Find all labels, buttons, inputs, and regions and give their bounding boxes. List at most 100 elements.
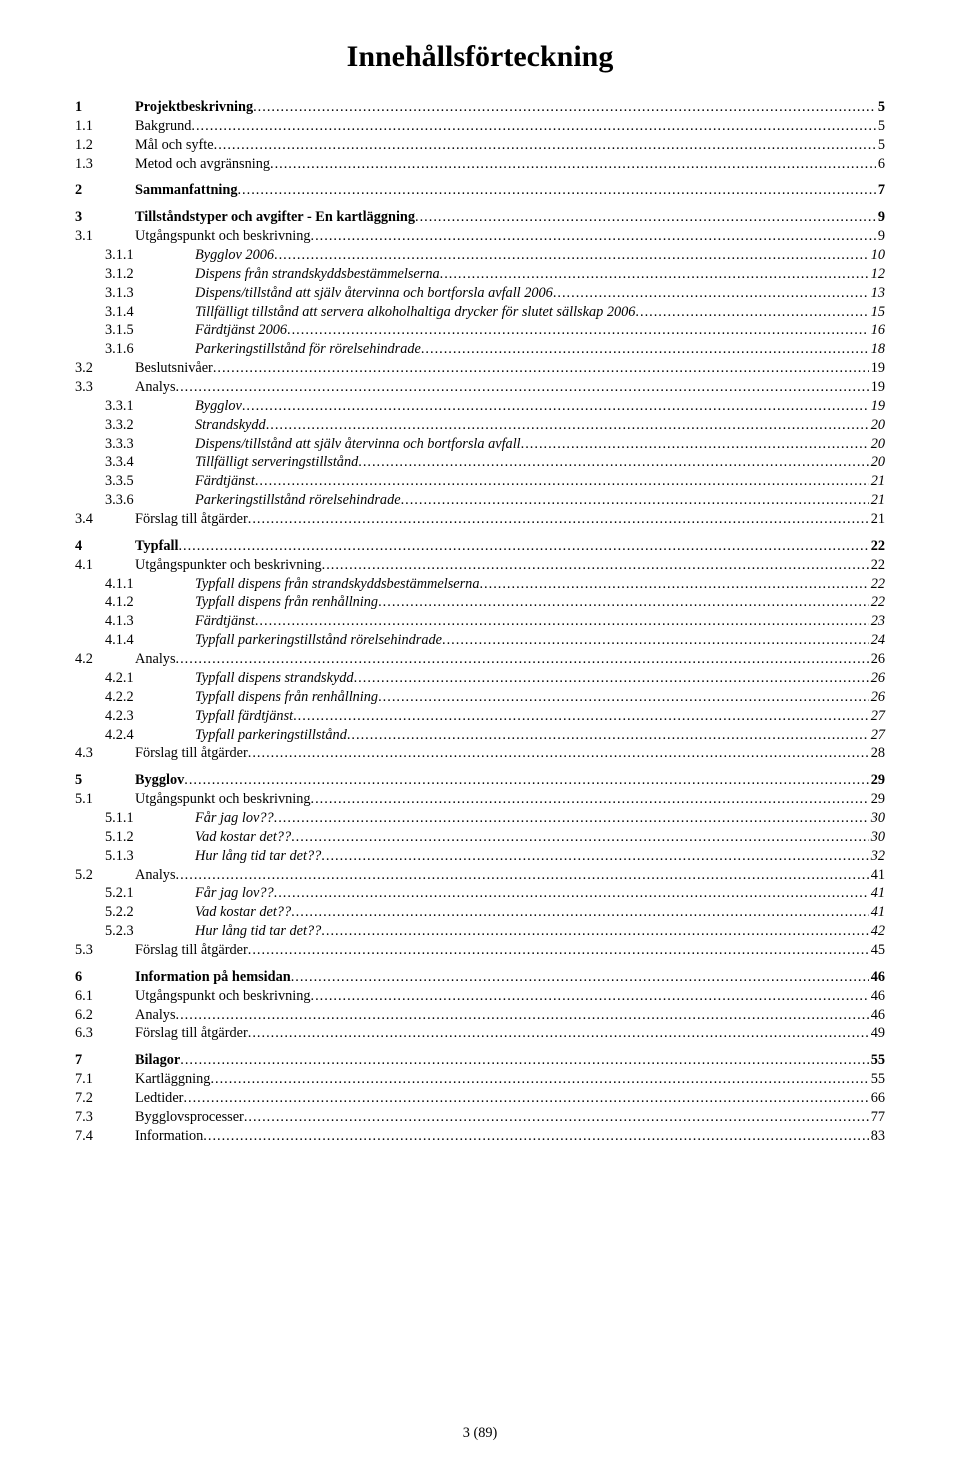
toc-entry-text: Färdtjänst [195, 612, 255, 631]
toc-leader: ........................................… [176, 1006, 869, 1025]
toc-row: 3.3.3Dispens/tillstånd att själv återvin… [75, 435, 885, 454]
toc-entry-number: 5.3 [75, 941, 135, 960]
toc-entry-number: 4.2.1 [105, 669, 195, 688]
toc-entry-text: Dispens/tillstånd att själv återvinna oc… [195, 284, 553, 303]
toc-list: 1Projektbeskrivning.....................… [75, 98, 885, 1146]
toc-entry-page: 21 [869, 491, 885, 510]
toc-entry-number: 3.1.5 [105, 321, 195, 340]
toc-leader: ........................................… [358, 453, 868, 472]
toc-entry-text: Får jag lov?? [195, 809, 274, 828]
toc-entry-text: Projektbeskrivning [135, 98, 253, 117]
toc-entry-number: 3.1.6 [105, 340, 195, 359]
toc-leader: ........................................… [479, 575, 868, 594]
toc-row: 3.3.5Färdtjänst.........................… [75, 472, 885, 491]
toc-leader: ........................................… [274, 809, 869, 828]
toc-row: 5.2.2Vad kostar det??...................… [75, 903, 885, 922]
toc-entry-text: Vad kostar det?? [195, 828, 291, 847]
toc-row: 1.1Bakgrund.............................… [75, 117, 885, 136]
page-footer: 3 (89) [0, 1425, 960, 1442]
toc-entry-number: 1.1 [75, 117, 135, 136]
toc-entry-text: Typfall parkeringstillstånd [195, 726, 347, 745]
toc-entry-page: 5 [876, 117, 885, 136]
toc-leader: ........................................… [293, 707, 869, 726]
toc-entry-number: 6.2 [75, 1006, 135, 1025]
toc-entry-page: 27 [869, 707, 885, 726]
toc-leader: ........................................… [178, 537, 868, 556]
toc-entry-text: Utgångspunkt och beskrivning [135, 987, 311, 1006]
toc-leader: ........................................… [440, 265, 869, 284]
toc-leader: ........................................… [287, 321, 869, 340]
toc-entry-number: 3.3.3 [105, 435, 195, 454]
toc-row: 6.1Utgångspunkt och beskrivning.........… [75, 987, 885, 1006]
toc-entry-text: Information [135, 1127, 203, 1146]
toc-entry-page: 5 [876, 136, 885, 155]
toc-row: 4.3Förslag till åtgärder................… [75, 744, 885, 763]
toc-entry-number: 3.3.6 [105, 491, 195, 510]
toc-entry-number: 4.2.2 [105, 688, 195, 707]
toc-leader: ........................................… [378, 593, 869, 612]
toc-entry-number: 5.1.3 [105, 847, 195, 866]
toc-entry-number: 3.3.4 [105, 453, 195, 472]
toc-leader: ........................................… [214, 136, 876, 155]
toc-entry-number: 5.1.1 [105, 809, 195, 828]
toc-row: 5.3Förslag till åtgärder................… [75, 941, 885, 960]
toc-leader: ........................................… [291, 828, 869, 847]
toc-row: 4.1.2Typfall dispens från renhållning...… [75, 593, 885, 612]
toc-row: 2Sammanfattning.........................… [75, 181, 885, 200]
toc-entry-number: 3.3.5 [105, 472, 195, 491]
toc-row: 7.4Information..........................… [75, 1127, 885, 1146]
toc-entry-text: Förslag till åtgärder [135, 1024, 248, 1043]
toc-entry-page: 26 [869, 688, 885, 707]
toc-row: 6Information på hemsidan................… [75, 968, 885, 987]
toc-row: 3.3.2Strandskydd........................… [75, 416, 885, 435]
toc-entry-text: Analys [135, 650, 176, 669]
toc-leader: ........................................… [378, 688, 869, 707]
toc-entry-number: 4.1.4 [105, 631, 195, 650]
toc-entry-page: 29 [869, 790, 885, 809]
toc-row: 7Bilagor................................… [75, 1051, 885, 1070]
toc-leader: ........................................… [291, 968, 869, 987]
toc-entry-page: 7 [876, 181, 885, 200]
toc-entry-text: Utgångspunkt och beskrivning [135, 790, 311, 809]
toc-entry-number: 7.1 [75, 1070, 135, 1089]
toc-row: 4.1Utgångspunkter och beskrivning.......… [75, 556, 885, 575]
toc-entry-page: 55 [869, 1070, 885, 1089]
toc-entry-text: Bakgrund [135, 117, 191, 136]
toc-entry-text: Parkeringstillstånd för rörelsehindrade [195, 340, 421, 359]
toc-leader: ........................................… [253, 98, 876, 117]
toc-row: 3.3.4Tillfälligt serveringstillstånd....… [75, 453, 885, 472]
toc-row: 3.1.6Parkeringstillstånd för rörelsehind… [75, 340, 885, 359]
toc-leader: ........................................… [291, 903, 869, 922]
toc-leader: ........................................… [311, 227, 876, 246]
toc-entry-page: 41 [869, 866, 885, 885]
toc-leader: ........................................… [415, 208, 876, 227]
toc-entry-text: Hur lång tid tar det?? [195, 922, 321, 941]
toc-entry-text: Typfall parkeringstillstånd rörelsehindr… [195, 631, 442, 650]
toc-leader: ........................................… [213, 359, 869, 378]
toc-entry-number: 7 [75, 1051, 135, 1070]
toc-row: 4Typfall................................… [75, 537, 885, 556]
toc-row: 6.3Förslag till åtgärder................… [75, 1024, 885, 1043]
toc-leader: ........................................… [255, 472, 869, 491]
toc-row: 5Bygglov................................… [75, 771, 885, 790]
toc-entry-page: 22 [869, 593, 885, 612]
toc-entry-page: 20 [869, 453, 885, 472]
toc-leader: ........................................… [322, 556, 869, 575]
toc-entry-number: 7.3 [75, 1108, 135, 1127]
toc-leader: ........................................… [421, 340, 869, 359]
toc-entry-page: 83 [869, 1127, 885, 1146]
toc-entry-text: Dispens/tillstånd att själv återvinna oc… [195, 435, 521, 454]
toc-entry-page: 20 [869, 416, 885, 435]
toc-entry-page: 19 [869, 397, 885, 416]
toc-row: 4.2Analys...............................… [75, 650, 885, 669]
toc-entry-text: Strandskydd [195, 416, 266, 435]
toc-row: 3.1Utgångspunkt och beskrivning.........… [75, 227, 885, 246]
toc-row: 5.1Utgångspunkt och beskrivning.........… [75, 790, 885, 809]
toc-entry-page: 9 [876, 227, 885, 246]
toc-entry-text: Bygglovsprocesser [135, 1108, 244, 1127]
toc-leader: ........................................… [354, 669, 869, 688]
toc-row: 3.3Analys...............................… [75, 378, 885, 397]
toc-entry-page: 21 [869, 472, 885, 491]
toc-entry-number: 4.1 [75, 556, 135, 575]
toc-entry-text: Förslag till åtgärder [135, 744, 248, 763]
